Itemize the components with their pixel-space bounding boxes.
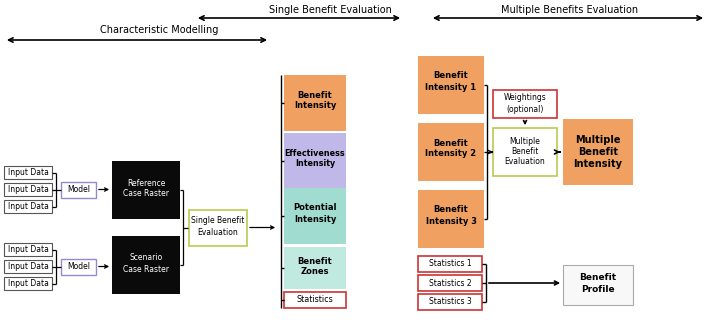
FancyBboxPatch shape <box>284 133 346 189</box>
Text: Input Data: Input Data <box>8 279 49 288</box>
Text: Intensity 2: Intensity 2 <box>426 149 476 158</box>
Text: Benefit: Benefit <box>511 147 538 156</box>
Text: Potential: Potential <box>293 203 337 213</box>
Text: Benefit: Benefit <box>433 205 468 214</box>
Text: Intensity 3: Intensity 3 <box>426 216 476 226</box>
Text: Weightings: Weightings <box>503 92 546 101</box>
Text: Multiple Benefits Evaluation: Multiple Benefits Evaluation <box>501 5 638 15</box>
Text: Single Benefit Evaluation: Single Benefit Evaluation <box>268 5 391 15</box>
FancyBboxPatch shape <box>112 161 180 219</box>
Text: Statistics 3: Statistics 3 <box>428 297 471 307</box>
Text: Model: Model <box>67 262 90 271</box>
FancyBboxPatch shape <box>4 183 52 196</box>
FancyBboxPatch shape <box>284 247 346 289</box>
Text: Statistics: Statistics <box>296 295 333 305</box>
FancyBboxPatch shape <box>493 128 557 176</box>
Text: Multiple: Multiple <box>575 135 620 145</box>
Text: Intensity: Intensity <box>294 101 336 110</box>
Text: Intensity: Intensity <box>294 214 336 224</box>
Text: Benefit: Benefit <box>580 273 617 283</box>
Text: Characteristic Modelling: Characteristic Modelling <box>100 25 218 35</box>
Text: Reference: Reference <box>127 179 165 188</box>
Text: Benefit: Benefit <box>298 257 333 265</box>
Text: Case Raster: Case Raster <box>123 190 169 199</box>
FancyBboxPatch shape <box>418 256 482 272</box>
FancyBboxPatch shape <box>61 259 96 274</box>
FancyBboxPatch shape <box>4 277 52 290</box>
Text: Statistics 2: Statistics 2 <box>428 279 471 287</box>
Text: Effectiveness: Effectiveness <box>285 148 346 157</box>
FancyBboxPatch shape <box>4 243 52 256</box>
FancyBboxPatch shape <box>189 210 247 246</box>
FancyBboxPatch shape <box>284 75 346 131</box>
FancyBboxPatch shape <box>284 292 346 308</box>
Text: Intensity: Intensity <box>295 159 335 168</box>
FancyBboxPatch shape <box>61 181 96 198</box>
Text: Benefit: Benefit <box>298 90 333 99</box>
Text: Zones: Zones <box>301 267 329 275</box>
Text: Input Data: Input Data <box>8 168 49 177</box>
FancyBboxPatch shape <box>4 200 52 213</box>
Text: Intensity: Intensity <box>573 159 623 169</box>
Text: (optional): (optional) <box>506 105 543 113</box>
Text: Benefit: Benefit <box>433 72 468 80</box>
Text: Input Data: Input Data <box>8 245 49 254</box>
FancyBboxPatch shape <box>284 188 346 244</box>
Text: Benefit: Benefit <box>578 147 618 157</box>
FancyBboxPatch shape <box>418 275 482 291</box>
FancyBboxPatch shape <box>112 236 180 294</box>
FancyBboxPatch shape <box>563 265 633 305</box>
Text: Input Data: Input Data <box>8 262 49 271</box>
FancyBboxPatch shape <box>563 119 633 185</box>
Text: Statistics 1: Statistics 1 <box>428 260 471 269</box>
FancyBboxPatch shape <box>418 294 482 310</box>
Text: Intensity 1: Intensity 1 <box>426 83 476 91</box>
Text: Model: Model <box>67 185 90 194</box>
Text: Case Raster: Case Raster <box>123 264 169 273</box>
FancyBboxPatch shape <box>493 90 557 118</box>
Text: Multiple: Multiple <box>510 137 540 146</box>
Text: Evaluation: Evaluation <box>505 157 545 167</box>
Text: Evaluation: Evaluation <box>198 228 238 237</box>
Text: Input Data: Input Data <box>8 185 49 194</box>
FancyBboxPatch shape <box>418 190 484 248</box>
Text: Profile: Profile <box>581 285 615 295</box>
Text: Input Data: Input Data <box>8 202 49 211</box>
FancyBboxPatch shape <box>4 166 52 179</box>
Text: Benefit: Benefit <box>433 138 468 147</box>
FancyBboxPatch shape <box>418 123 484 181</box>
Text: Single Benefit: Single Benefit <box>191 216 245 225</box>
FancyBboxPatch shape <box>418 56 484 114</box>
Text: Scenario: Scenario <box>129 253 163 262</box>
FancyBboxPatch shape <box>4 260 52 273</box>
